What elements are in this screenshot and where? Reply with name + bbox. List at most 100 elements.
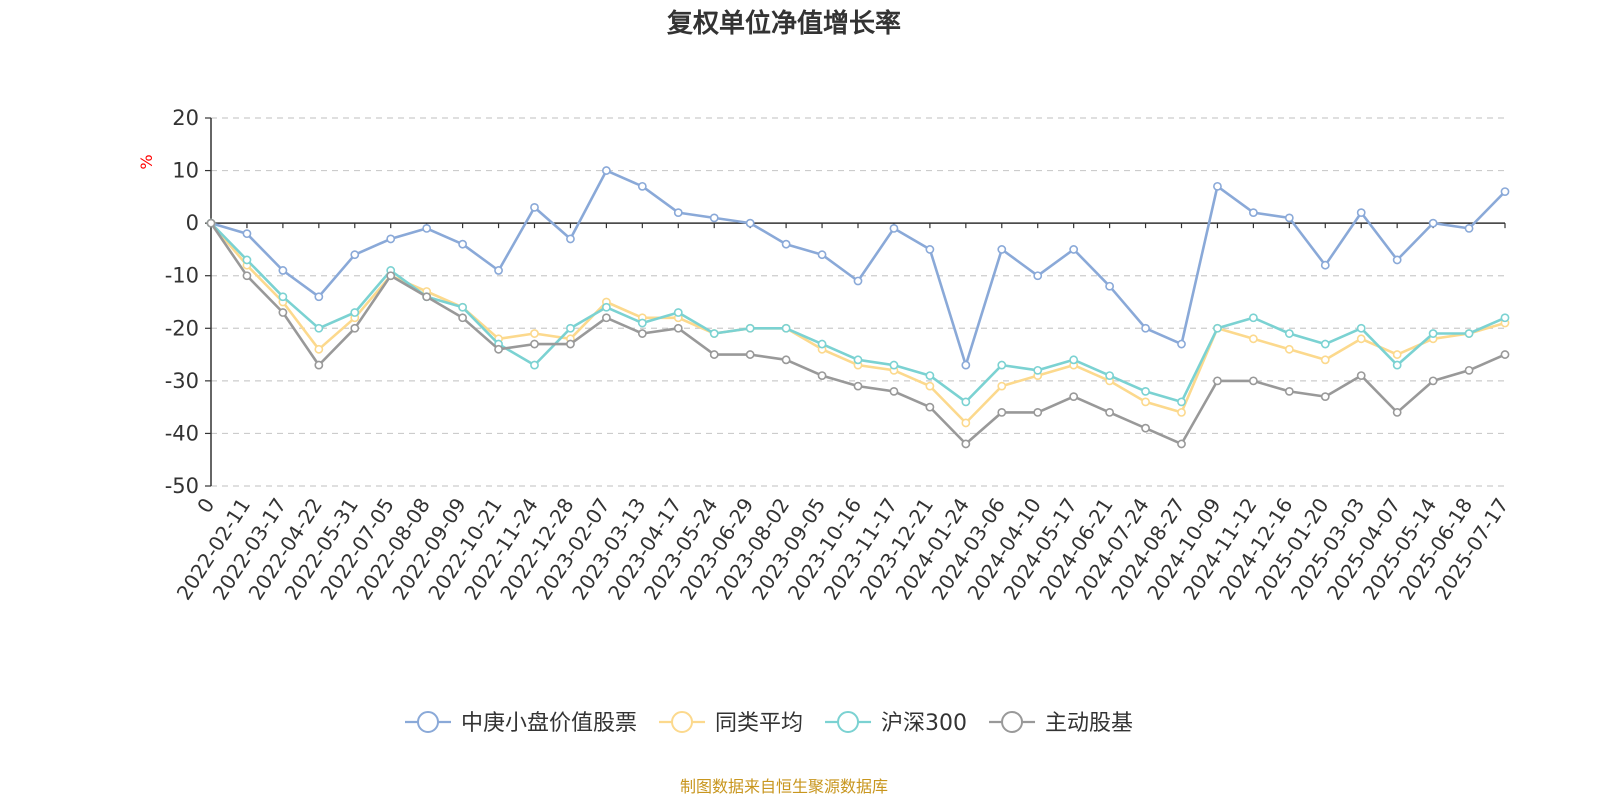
data-point — [314, 292, 324, 302]
data-point — [997, 381, 1007, 391]
data-point — [781, 239, 791, 249]
legend-label: 主动股基 — [1045, 711, 1133, 736]
y-tick-label: 20 — [172, 106, 199, 130]
data-point — [1213, 181, 1222, 191]
data-point — [1320, 355, 1330, 365]
data-point — [1213, 376, 1222, 386]
data-point — [817, 250, 827, 260]
data-point — [1213, 323, 1222, 333]
data-point — [1356, 334, 1366, 344]
data-point — [1356, 323, 1366, 333]
data-point — [709, 329, 719, 338]
series-line — [209, 221, 1507, 404]
chart-title: 复权单位净值增长率 — [667, 8, 901, 39]
data-point — [1248, 208, 1258, 218]
legend-label: 中庚小盘价值股票 — [461, 711, 637, 736]
data-point — [206, 218, 216, 228]
data-point — [530, 329, 539, 338]
data-point — [637, 181, 647, 191]
data-point — [422, 223, 432, 233]
data-point — [1033, 271, 1043, 281]
y-axis-unit: % — [137, 154, 156, 169]
y-tick-label: -40 — [165, 421, 199, 445]
data-point — [1141, 386, 1150, 396]
data-point — [566, 323, 575, 333]
data-point — [1464, 223, 1474, 233]
legend-item[interactable]: 沪深300 — [825, 711, 967, 736]
data-point — [1105, 407, 1115, 417]
data-point — [1464, 365, 1474, 375]
data-point — [1069, 392, 1079, 402]
series-line — [209, 221, 1507, 446]
data-point — [1069, 355, 1079, 365]
data-point — [1141, 397, 1150, 407]
data-point — [458, 313, 468, 323]
grid-lines — [211, 117, 1505, 487]
data-point — [1248, 334, 1258, 344]
data-point — [458, 302, 468, 312]
series-line — [209, 221, 1507, 425]
data-point — [673, 308, 683, 317]
data-point — [781, 323, 791, 333]
data-point — [673, 323, 683, 333]
legend-item[interactable]: 同类平均 — [659, 711, 803, 736]
data-point — [1428, 329, 1438, 338]
data-point — [889, 223, 899, 233]
data-point — [494, 344, 503, 354]
data-source-note: 制图数据来自恒生聚源数据库 — [680, 777, 888, 796]
data-point — [314, 360, 324, 370]
data-point — [1105, 371, 1115, 380]
data-point — [278, 308, 288, 317]
data-point — [781, 355, 791, 365]
data-point — [566, 234, 575, 244]
data-point — [601, 166, 611, 175]
data-point — [242, 271, 252, 281]
data-point — [314, 323, 324, 333]
y-tick-label: -50 — [165, 474, 199, 498]
data-point — [1033, 365, 1043, 375]
data-point — [925, 371, 935, 380]
legend-marker — [417, 711, 439, 733]
data-point — [1177, 407, 1186, 417]
y-tick-label: 10 — [172, 159, 199, 183]
data-point — [242, 229, 252, 239]
data-point — [1177, 339, 1186, 349]
data-point — [1464, 329, 1474, 338]
data-point — [1428, 218, 1438, 228]
data-point — [961, 418, 971, 428]
data-point — [1248, 313, 1258, 323]
series-group — [206, 218, 1510, 449]
y-tick-label: 0 — [186, 211, 199, 235]
data-point — [889, 386, 899, 396]
data-point — [242, 255, 252, 265]
data-point — [350, 308, 360, 317]
data-point — [494, 266, 503, 275]
data-point — [1320, 260, 1330, 270]
legend-marker — [837, 711, 860, 733]
data-point — [853, 355, 863, 365]
legend-item[interactable]: 主动股基 — [989, 711, 1133, 736]
data-point — [601, 313, 611, 323]
data-point — [1392, 350, 1402, 359]
data-point — [1141, 423, 1150, 433]
data-point — [673, 208, 683, 218]
legend[interactable]: 中庚小盘价值股票 同类平均 沪深300 主动股基 — [405, 711, 1133, 736]
data-point — [422, 292, 432, 302]
data-point — [853, 276, 863, 286]
data-point — [925, 402, 935, 412]
data-point — [458, 239, 468, 249]
data-point — [1284, 213, 1294, 223]
data-point — [386, 271, 396, 281]
legend-item[interactable]: 中庚小盘价值股票 — [405, 711, 637, 736]
data-point — [1500, 313, 1510, 323]
y-tick-label: -10 — [165, 264, 199, 288]
legend-label: 同类平均 — [715, 711, 803, 736]
data-point — [1177, 397, 1186, 407]
data-point — [530, 339, 539, 349]
data-point — [601, 302, 611, 312]
data-point — [1392, 360, 1402, 370]
data-point — [314, 344, 324, 354]
data-point — [566, 339, 575, 349]
data-point — [1392, 255, 1402, 265]
